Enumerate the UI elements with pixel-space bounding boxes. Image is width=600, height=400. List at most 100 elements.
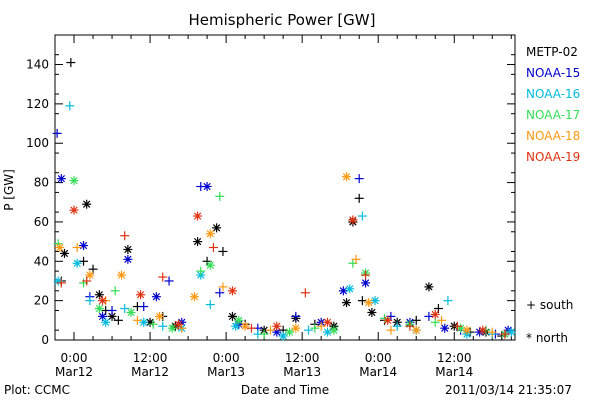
data-point-metp-02 — [66, 58, 76, 68]
data-point-noaa-18 — [265, 325, 275, 335]
marker-stroke — [146, 318, 154, 326]
data-point-noaa-17 — [148, 319, 158, 329]
x-tick-label-date: Mar13 — [207, 365, 245, 379]
data-point-noaa-18 — [364, 298, 374, 308]
marker-stroke — [342, 173, 351, 181]
data-point-noaa-15 — [123, 254, 133, 264]
data-point-noaa-15 — [164, 276, 174, 286]
x-axis-label: Date and Time — [241, 383, 329, 397]
data-point-noaa-17 — [310, 323, 320, 333]
data-point-noaa-16 — [304, 325, 314, 335]
data-point-noaa-19 — [452, 321, 462, 331]
x-tick-label-date: Mar13 — [283, 365, 321, 379]
marker-stroke — [228, 287, 237, 295]
x-tick-label-date: Mar12 — [55, 365, 93, 379]
data-point-noaa-16 — [506, 327, 516, 337]
data-point-noaa-18 — [411, 325, 421, 335]
data-point-noaa-15 — [424, 311, 434, 321]
data-point-noaa-15 — [291, 311, 301, 321]
data-point-noaa-17 — [234, 315, 244, 325]
marker-stroke — [479, 326, 487, 334]
plot-timestamp: 2011/03/14 21:35:07 — [445, 383, 572, 397]
data-point-noaa-16 — [370, 296, 380, 306]
data-point-noaa-16 — [120, 304, 130, 314]
data-point-noaa-19 — [69, 205, 79, 215]
data-point-noaa-15 — [361, 278, 371, 288]
data-point-noaa-16 — [205, 300, 215, 310]
y-tick-label: 80 — [34, 176, 49, 190]
data-point-noaa-16 — [443, 296, 453, 306]
marker-stroke — [83, 200, 91, 208]
marker-stroke — [102, 318, 110, 326]
data-points — [52, 58, 516, 341]
data-point-noaa-15 — [139, 302, 149, 312]
x-tick-label-date: Mar14 — [435, 365, 473, 379]
axes: 0204060801001201400:00Mar1212:00Mar120:0… — [26, 34, 516, 379]
marker-stroke — [168, 324, 176, 332]
data-point-noaa-19 — [361, 270, 371, 280]
data-point-noaa-19 — [208, 243, 218, 253]
data-point-noaa-19 — [348, 215, 358, 225]
marker-stroke — [273, 328, 281, 336]
data-point-metp-02 — [123, 244, 133, 254]
data-point-metp-02 — [354, 193, 364, 203]
data-point-noaa-18 — [117, 270, 127, 280]
data-point-noaa-18 — [342, 172, 352, 182]
marker-stroke — [124, 245, 132, 254]
marker-key-south: + south — [526, 298, 574, 312]
marker-stroke — [95, 304, 104, 313]
marker-stroke — [361, 279, 370, 287]
marker-stroke — [70, 176, 78, 185]
data-point-noaa-19 — [174, 319, 184, 329]
y-tick-label: 100 — [26, 136, 49, 150]
data-point-noaa-19 — [405, 321, 415, 331]
legend-item-noaa-19: NOAA-19 — [526, 150, 581, 164]
y-tick-label: 40 — [34, 254, 49, 268]
marker-stroke — [117, 271, 126, 279]
marker-stroke — [136, 291, 145, 299]
marker-stroke — [60, 249, 69, 258]
data-point-noaa-15 — [354, 174, 364, 184]
data-point-noaa-18 — [132, 315, 142, 325]
data-point-noaa-16 — [392, 321, 402, 331]
marker-stroke — [342, 298, 351, 307]
data-point-noaa-16 — [65, 101, 75, 111]
marker-stroke — [98, 296, 107, 305]
data-point-noaa-18 — [351, 254, 361, 264]
marker-stroke — [231, 322, 240, 330]
legend-item-noaa-16: NOAA-16 — [526, 87, 581, 101]
x-tick-label-time: 0:00 — [213, 351, 240, 365]
y-tick-label: 60 — [34, 215, 49, 229]
marker-stroke — [155, 312, 164, 321]
x-tick-label-date: Mar14 — [359, 365, 397, 379]
marker-stroke — [279, 332, 287, 340]
data-point-noaa-15 — [52, 128, 62, 138]
marker-key-north: * north — [526, 331, 569, 345]
data-point-noaa-16 — [323, 327, 333, 337]
marker-stroke — [86, 271, 94, 279]
marker-stroke — [70, 206, 78, 214]
data-point-metp-02 — [424, 282, 434, 292]
data-point-noaa-18 — [72, 243, 82, 253]
marker-stroke — [441, 324, 449, 332]
marker-stroke — [152, 293, 161, 301]
x-tick-label-time: 0:00 — [61, 351, 88, 365]
data-point-noaa-18 — [316, 321, 326, 331]
data-point-noaa-19 — [323, 317, 333, 327]
data-point-noaa-16 — [345, 284, 355, 294]
marker-stroke — [368, 308, 376, 317]
marker-stroke — [54, 277, 62, 285]
marker-stroke — [203, 182, 211, 191]
marker-stroke — [95, 291, 104, 299]
marker-stroke — [193, 237, 202, 246]
marker-stroke — [212, 224, 221, 232]
marker-stroke — [56, 243, 64, 252]
marker-stroke — [206, 230, 214, 238]
data-point-noaa-16 — [158, 321, 168, 331]
data-point-noaa-15 — [79, 241, 89, 251]
data-point-noaa-17 — [329, 325, 339, 335]
data-point-noaa-15 — [338, 286, 348, 296]
marker-stroke — [273, 322, 281, 330]
data-point-noaa-15 — [215, 288, 225, 298]
data-point-noaa-17 — [430, 317, 440, 327]
